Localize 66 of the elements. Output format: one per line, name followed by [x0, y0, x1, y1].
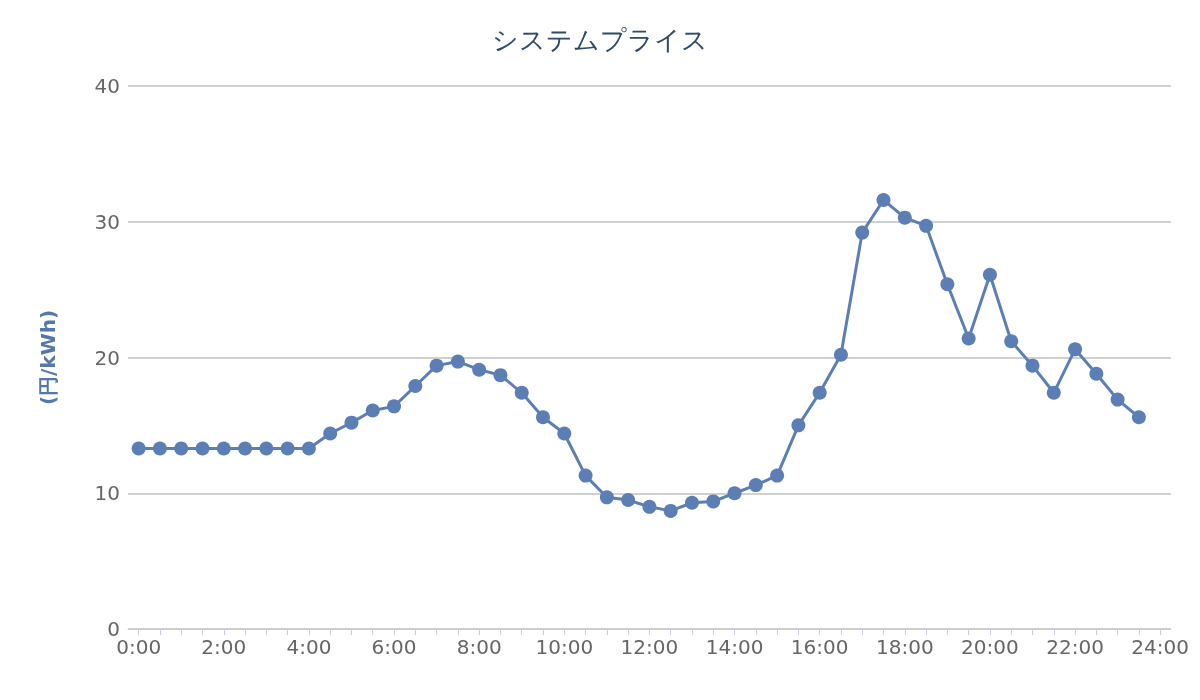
point [429, 358, 444, 373]
point [323, 426, 338, 441]
point [770, 468, 785, 483]
point [174, 441, 189, 456]
point [1025, 358, 1040, 373]
point [536, 410, 550, 425]
point [812, 385, 827, 400]
y-tick-label: 40 [94, 74, 120, 98]
y-axis-title: (円/kWh) [36, 309, 60, 406]
point [1068, 342, 1083, 357]
point [408, 379, 423, 393]
point [1110, 392, 1125, 407]
point [131, 441, 146, 456]
point [684, 495, 699, 510]
point [557, 426, 572, 441]
x-tick-label: 24:00 [1131, 635, 1189, 659]
point [450, 354, 465, 369]
point [833, 347, 848, 362]
point [472, 362, 487, 377]
point [961, 331, 976, 346]
point [1131, 410, 1146, 425]
point [216, 441, 231, 456]
point [940, 277, 955, 292]
point [663, 503, 678, 518]
point [876, 193, 891, 208]
x-tick-label: 2:00 [201, 635, 247, 659]
x-tick-label: 18:00 [875, 635, 934, 659]
point [897, 210, 912, 225]
point [238, 441, 253, 456]
point [514, 385, 529, 400]
point [387, 399, 402, 414]
point [791, 418, 806, 433]
x-tick-label: 20:00 [961, 635, 1019, 659]
y-tick-label: 10 [94, 481, 120, 506]
x-tick-label: 22:00 [1046, 635, 1104, 659]
point [280, 441, 295, 456]
point [301, 441, 316, 456]
chart-title: システムプライス [492, 25, 708, 55]
point [344, 415, 359, 430]
point [855, 225, 870, 240]
x-tick-label: 16:00 [790, 635, 849, 659]
point [706, 494, 721, 509]
point [621, 493, 636, 508]
point [748, 478, 763, 493]
point [1004, 334, 1019, 349]
point [727, 486, 742, 501]
point [982, 267, 997, 282]
y-tick-label: 30 [94, 209, 120, 234]
point [578, 468, 593, 483]
point [365, 403, 380, 418]
x-tick-label: 4:00 [286, 635, 332, 659]
point [195, 441, 210, 456]
x-tick-label: 14:00 [705, 635, 764, 659]
point [1089, 366, 1104, 381]
y-tick-label: 20 [94, 345, 120, 370]
x-tick-label: 12:00 [620, 635, 679, 659]
point [642, 499, 657, 514]
point [152, 441, 167, 456]
point [259, 441, 274, 456]
point [599, 490, 614, 505]
x-tick-label: 8:00 [456, 635, 502, 659]
point [1046, 385, 1061, 400]
point [493, 368, 508, 383]
x-tick-label: 6:00 [371, 635, 417, 659]
point [919, 218, 934, 233]
x-tick-label: 10:00 [535, 635, 594, 659]
